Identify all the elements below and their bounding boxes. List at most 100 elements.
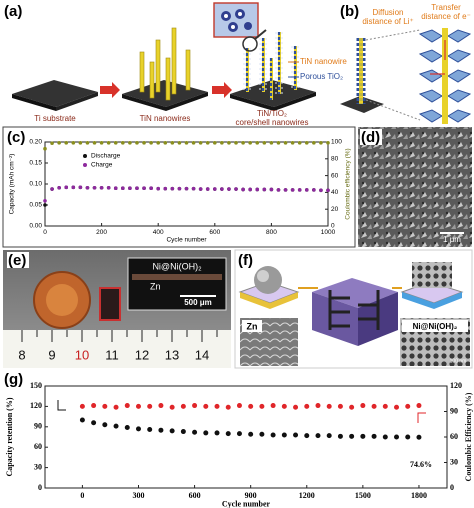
data-point (180, 403, 186, 409)
panel-label: (e) (8, 252, 26, 269)
data-point (315, 403, 321, 409)
chart: 0 200 400 600 800 1000 0.00 0.05 0.10 0.15 0.20 0 20… (9, 139, 352, 244)
data-point (337, 433, 343, 439)
data-point (319, 188, 323, 193)
data-point (177, 186, 182, 191)
data-point (227, 141, 231, 145)
data-point (91, 420, 97, 426)
step-caption: TiN/TiO₂ (257, 109, 287, 118)
nanowires (139, 27, 191, 101)
annotation: Diffusion (373, 8, 404, 17)
scale-label: 1 μm (443, 235, 461, 244)
data-point (91, 403, 97, 409)
x-tick-label: 600 (189, 491, 201, 500)
y-tick-label: 30 (34, 462, 42, 471)
panel-a: (a) TiN nanowire Porous TiO₂ Ti substrat… (4, 2, 347, 127)
data-point (142, 141, 146, 145)
axis-indicator (57, 400, 66, 411)
data-point (169, 428, 175, 434)
device (99, 287, 121, 321)
data-point (304, 141, 309, 145)
core-shell-nanowires (243, 32, 299, 100)
data-point (205, 187, 210, 191)
y2-tick-label: 120 (450, 381, 462, 390)
zn-cube-edge (240, 292, 298, 309)
x-tick-label: 1800 (411, 491, 427, 500)
legend-marker (83, 154, 87, 158)
data-point (214, 403, 220, 409)
x-tick-label: 800 (266, 229, 277, 236)
data-point (220, 141, 224, 145)
legend-label: Charge (91, 162, 113, 169)
scale-label: 100 nm (450, 358, 467, 364)
data-point (276, 141, 281, 145)
data-point (163, 141, 168, 145)
y2-tick-label: 80 (331, 156, 339, 163)
panel-f: (f) Zn Ni@Ni(OH)₂ 100 nm (234, 249, 473, 369)
ruler-number: 14 (195, 347, 209, 362)
device-side (312, 292, 358, 346)
data-point (213, 141, 217, 145)
substrate (12, 80, 98, 107)
data-point (225, 404, 231, 410)
data-point (416, 434, 422, 440)
data-point (71, 141, 76, 145)
step-caption: Ti substrate (34, 114, 76, 123)
substrate (340, 96, 384, 113)
data-point (158, 403, 164, 409)
ruler-number: 9 (48, 347, 55, 362)
data-point (349, 404, 355, 410)
data-point (248, 187, 252, 192)
scale-label: 500 μm (184, 298, 212, 307)
data-point (158, 427, 164, 433)
x-tick-label: 1200 (299, 491, 315, 500)
data-point (149, 141, 153, 145)
data-point (50, 141, 54, 146)
y2-tick-label: 20 (331, 206, 339, 213)
data-point (124, 403, 130, 409)
data-point (262, 141, 267, 145)
data-point (270, 403, 276, 409)
magnifier-handle (254, 29, 267, 40)
data-point (360, 403, 366, 409)
data-point (371, 433, 377, 439)
data-point (326, 403, 332, 409)
zn-flower (257, 270, 269, 282)
step-caption: TiN nanowires (140, 114, 191, 123)
y-tick-label: 150 (30, 381, 42, 390)
data-point (121, 186, 125, 190)
step-caption: core/shell nanowires (236, 118, 309, 127)
data-point (124, 424, 130, 430)
data-point (281, 432, 287, 438)
x-tick-label: 300 (132, 491, 144, 500)
y2-tick-label: 0 (450, 483, 454, 492)
data-point (394, 404, 400, 410)
data-point (198, 187, 203, 191)
x-axis-title: Cycle number (166, 236, 207, 243)
y-tick-label: 90 (34, 422, 42, 431)
data-point (304, 188, 309, 192)
y-tick-label: 0.10 (29, 181, 42, 188)
data-point (248, 431, 254, 437)
inset-label: Zn (247, 321, 258, 331)
data-point (241, 187, 245, 192)
data-point (234, 141, 238, 145)
panel-frame (2, 126, 356, 248)
x-tick-label: 900 (245, 491, 257, 500)
data-point (270, 432, 276, 438)
substrate-edge (56, 92, 98, 111)
zoom-pores-core (224, 12, 242, 29)
data-point (102, 403, 108, 409)
y2-tick-label: 90 (450, 406, 458, 415)
ruler-number: 11 (105, 347, 119, 362)
data-point (394, 434, 400, 440)
data-point (255, 141, 260, 145)
core (442, 28, 448, 124)
data-point (293, 404, 299, 410)
callout: Porous TiO₂ (300, 72, 343, 81)
data-point (405, 403, 411, 409)
data-point (177, 141, 182, 145)
zoom-inset (213, 2, 259, 38)
zoom-line (365, 29, 421, 41)
